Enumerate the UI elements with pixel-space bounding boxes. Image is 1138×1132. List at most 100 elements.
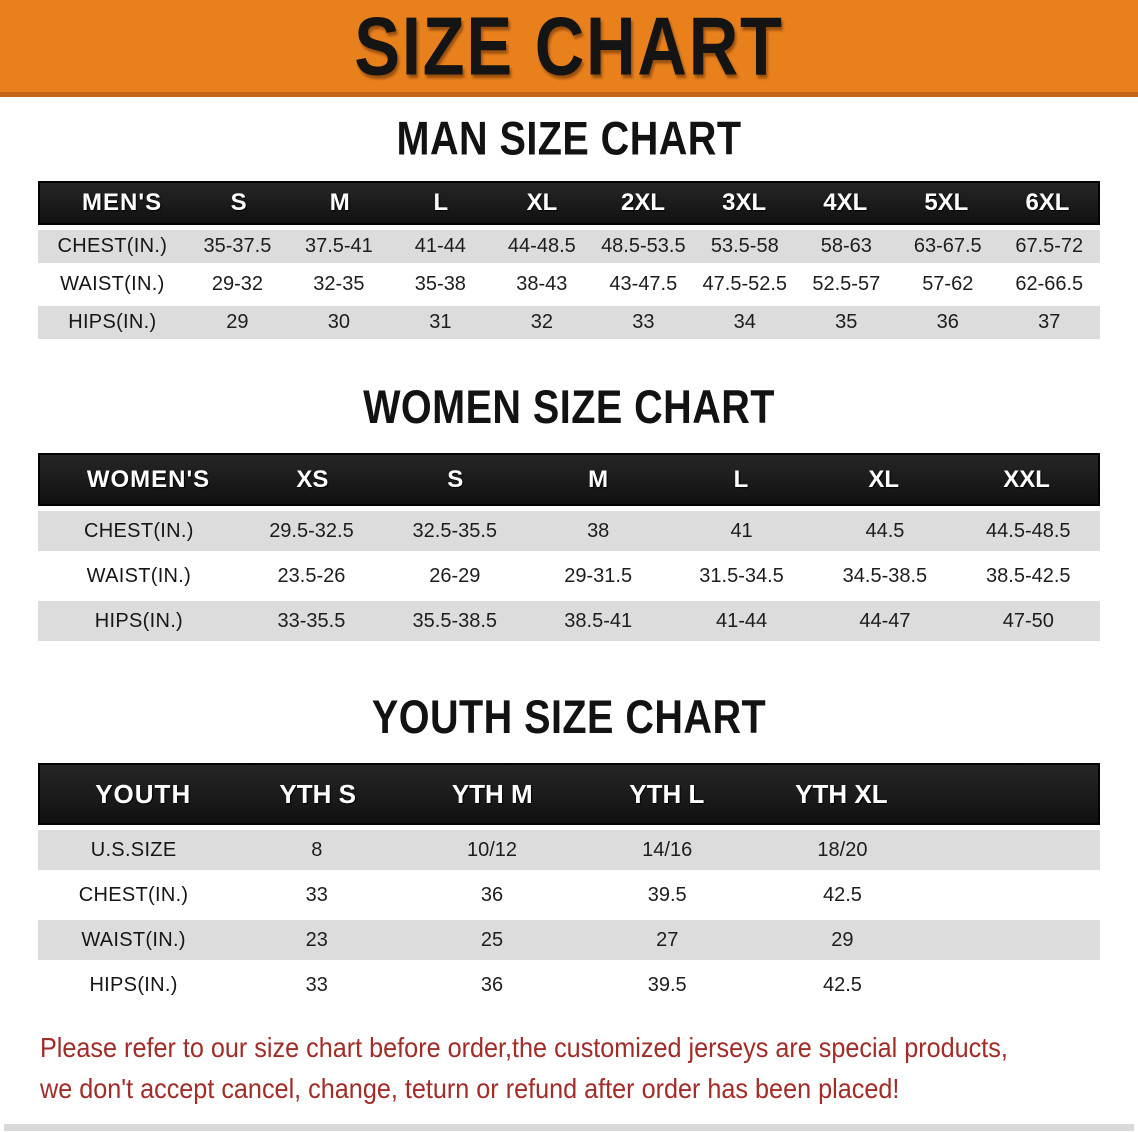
value-cell: 27 xyxy=(656,928,679,951)
size-column-header: S xyxy=(230,189,247,216)
men-table-title: MEN'S xyxy=(82,189,163,216)
value-cell: 58-63 xyxy=(820,235,872,257)
value-cell: 39.5 xyxy=(647,883,687,906)
women-hips-row: HIPS(IN.) 33-35.5 35.5-38.5 38.5-41 41-4… xyxy=(38,601,1100,641)
measure-label: HIPS(IN.) xyxy=(68,311,157,333)
value-cell: 47.5-52.5 xyxy=(702,273,788,295)
value-cell: 34.5-38.5 xyxy=(842,564,928,587)
value-cell: 36 xyxy=(480,973,504,996)
women-section: WOMEN SIZE CHART WOMEN'S XS S M L XL XXL… xyxy=(0,379,1138,641)
value-cell: 23.5-26 xyxy=(277,564,346,587)
value-cell: 39.5 xyxy=(647,973,687,996)
youth-table-header: YOUTH YTH S YTH M YTH L YTH XL xyxy=(38,763,1100,825)
value-cell: 37.5-41 xyxy=(304,235,373,257)
value-cell: 35-37.5 xyxy=(203,235,272,257)
size-column-header: L xyxy=(733,465,749,493)
value-cell: 57-62 xyxy=(922,273,974,295)
women-table-body: CHEST(IN.) 29.5-32.5 32.5-35.5 38 41 44.… xyxy=(38,511,1100,641)
value-cell: 29 xyxy=(226,311,249,333)
value-cell: 42.5 xyxy=(822,883,862,906)
women-chest-row: CHEST(IN.) 29.5-32.5 32.5-35.5 38 41 44.… xyxy=(38,511,1100,551)
measure-label: HIPS(IN.) xyxy=(94,609,184,632)
value-cell: 44.5 xyxy=(865,519,905,542)
value-cell: 33 xyxy=(305,883,328,906)
value-cell: 43-47.5 xyxy=(609,273,678,295)
value-cell: 31 xyxy=(429,311,452,333)
value-cell: 32 xyxy=(530,311,553,333)
value-cell: 10/12 xyxy=(466,838,518,861)
size-column-header: 4XL xyxy=(823,189,868,216)
value-cell: 35 xyxy=(835,311,858,333)
value-cell: 31.5-34.5 xyxy=(699,564,784,587)
women-table-title: WOMEN'S xyxy=(86,465,211,493)
women-waist-row: WAIST(IN.) 23.5-26 26-29 29-31.5 31.5-34… xyxy=(38,556,1100,596)
value-cell: 33-35.5 xyxy=(277,609,346,632)
men-chest-row: CHEST(IN.) 35-37.5 37.5-41 41-44 44-48.5… xyxy=(38,230,1100,263)
youth-waist-row: WAIST(IN.) 23 25 27 29 xyxy=(38,920,1100,960)
youth-table-body: U.S.SIZE 8 10/12 14/16 18/20 CHEST(IN.) … xyxy=(38,830,1100,1005)
measure-label: WAIST(IN.) xyxy=(86,564,192,587)
value-cell: 38.5-41 xyxy=(564,609,633,632)
youth-hips-row: HIPS(IN.) 33 36 39.5 42.5 xyxy=(38,965,1100,1005)
value-cell: 47-50 xyxy=(1002,609,1054,632)
youth-ussize-row: U.S.SIZE 8 10/12 14/16 18/20 xyxy=(38,830,1100,870)
men-waist-row: WAIST(IN.) 29-32 32-35 35-38 38-43 43-47… xyxy=(38,268,1100,301)
youth-chest-row: CHEST(IN.) 33 36 39.5 42.5 xyxy=(38,875,1100,915)
value-cell: 41-44 xyxy=(414,235,466,257)
value-cell: 44.5-48.5 xyxy=(986,519,1071,542)
value-cell: 48.5-53.5 xyxy=(601,235,686,257)
size-column-header: YTH XL xyxy=(795,778,888,809)
size-column-header: YTH M xyxy=(451,778,533,809)
value-cell: 52.5-57 xyxy=(812,273,881,295)
women-heading: WOMEN SIZE CHART xyxy=(363,379,775,434)
youth-table: YOUTH YTH S YTH M YTH L YTH XL U.S.SIZE … xyxy=(38,763,1100,1005)
value-cell: 36 xyxy=(480,883,504,906)
value-cell: 32.5-35.5 xyxy=(412,519,498,542)
men-heading: MAN SIZE CHART xyxy=(396,111,742,166)
size-column-header: M xyxy=(588,465,609,493)
measure-label: CHEST(IN.) xyxy=(57,235,168,257)
size-column-header: YTH S xyxy=(279,778,356,809)
women-table-header: WOMEN'S XS S M L XL XXL xyxy=(38,453,1100,506)
value-cell: 63-67.5 xyxy=(913,235,982,257)
value-cell: 29.5-32.5 xyxy=(269,519,354,542)
measure-label: WAIST(IN.) xyxy=(60,273,165,295)
size-column-header: 6XL xyxy=(1025,189,1070,216)
size-column-header: M xyxy=(329,189,350,216)
size-column-header: XL xyxy=(526,189,558,216)
value-cell: 18/20 xyxy=(817,838,868,861)
page-title: SIZE CHART xyxy=(354,0,784,93)
youth-section: YOUTH SIZE CHART YOUTH YTH S YTH M YTH L… xyxy=(0,689,1138,1005)
measure-label: HIPS(IN.) xyxy=(89,973,178,996)
size-column-header: XL xyxy=(868,465,900,493)
value-cell: 29 xyxy=(831,928,854,951)
value-cell: 33 xyxy=(305,973,328,996)
order-notice-line2: we don't accept cancel, change, teturn o… xyxy=(40,1073,900,1104)
youth-table-title: YOUTH xyxy=(95,778,192,809)
value-cell: 53.5-58 xyxy=(710,235,779,257)
value-cell: 33 xyxy=(632,311,655,333)
value-cell: 41-44 xyxy=(715,609,768,632)
size-column-header: XS xyxy=(296,465,329,493)
value-cell: 44-47 xyxy=(859,609,911,632)
value-cell: 38-43 xyxy=(516,273,568,295)
value-cell: 38.5-42.5 xyxy=(986,564,1071,587)
value-cell: 42.5 xyxy=(822,973,862,996)
order-notice: Please refer to our size chart before or… xyxy=(0,1027,1138,1109)
value-cell: 29-32 xyxy=(211,273,263,295)
value-cell: 8 xyxy=(311,838,323,861)
value-cell: 67.5-72 xyxy=(1015,235,1084,257)
value-cell: 37 xyxy=(1038,311,1061,333)
men-table-header: MEN'S S M L XL 2XL 3XL 4XL 5XL 6XL xyxy=(38,181,1100,225)
banner: SIZE CHART xyxy=(0,0,1138,97)
order-notice-line1: Please refer to our size chart before or… xyxy=(40,1032,1008,1063)
youth-heading: YOUTH SIZE CHART xyxy=(371,689,767,744)
value-cell: 14/16 xyxy=(642,838,693,861)
value-cell: 62-66.5 xyxy=(1015,273,1084,295)
men-section: MAN SIZE CHART MEN'S S M L XL 2XL 3XL 4X… xyxy=(0,111,1138,339)
value-cell: 30 xyxy=(327,311,350,333)
value-cell: 25 xyxy=(480,928,504,951)
men-table: MEN'S S M L XL 2XL 3XL 4XL 5XL 6XL CHEST… xyxy=(38,181,1100,339)
size-column-header: XXL xyxy=(1003,465,1050,493)
